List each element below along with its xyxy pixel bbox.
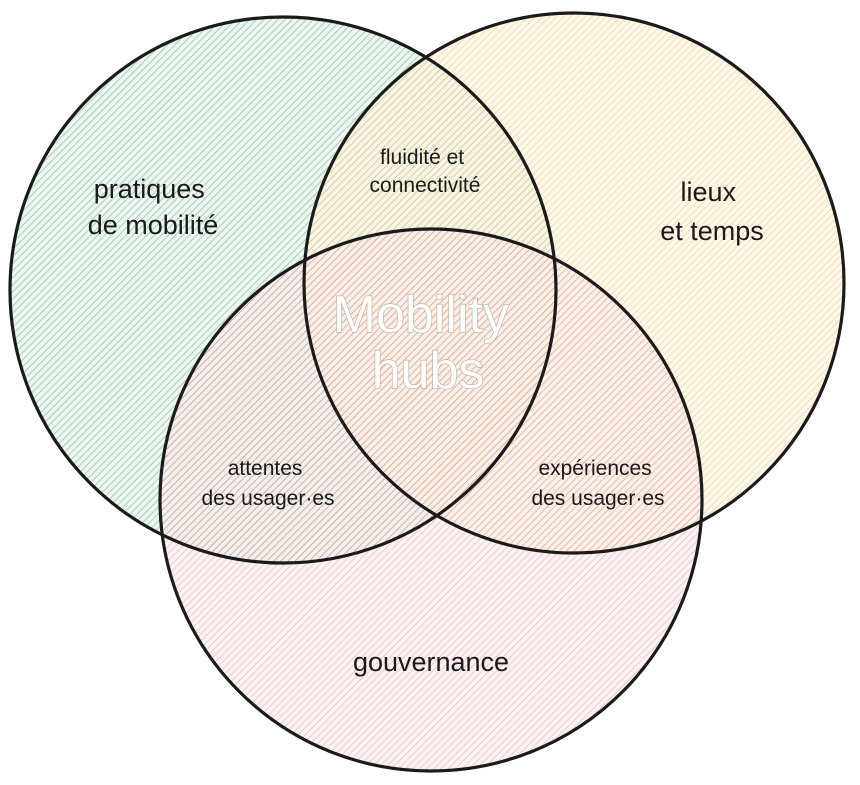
venn-fills bbox=[10, 13, 844, 771]
intersection-label-mobilite-lieux: fluidité et connectivité bbox=[370, 146, 481, 197]
venn-outlines bbox=[8, 11, 846, 773]
set-label-gouvernance: gouvernance bbox=[353, 647, 509, 677]
intersection-label-lieux-gouvernance: expériences des usager·es bbox=[531, 457, 664, 510]
set-label-mobilite: pratiques de mobilité bbox=[88, 174, 219, 240]
intersection-label-mobilite-gouvernance: attentes des usager·es bbox=[201, 457, 334, 510]
set-fill-gouvernance bbox=[160, 229, 702, 771]
set-outline-lieux bbox=[302, 11, 846, 555]
set-outline-mobilite bbox=[8, 15, 558, 565]
set-outline-gouvernance bbox=[158, 227, 704, 773]
set-label-lieux: lieux et temps bbox=[660, 177, 764, 246]
center-label: Mobility hubs bbox=[333, 286, 524, 400]
